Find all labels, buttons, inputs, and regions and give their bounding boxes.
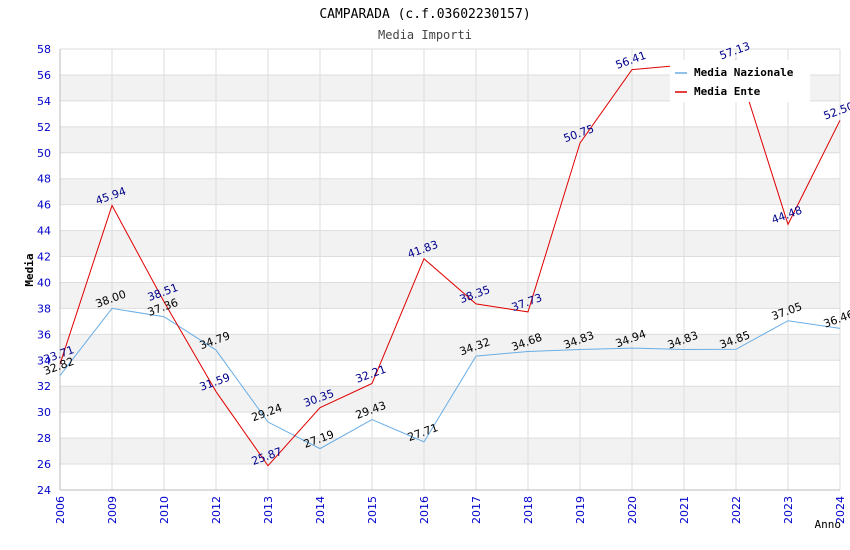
x-axis-title: Anno [815,518,842,531]
y-tick-label: 54 [37,95,51,108]
data-label: 57.13 [718,40,752,63]
x-tick-label: 2010 [158,496,171,524]
background-bands [60,74,840,465]
band [60,178,840,205]
y-tick-label: 40 [37,276,51,289]
y-tick-label: 50 [37,147,51,160]
y-tick-label: 36 [37,328,51,341]
y-tick-label: 46 [37,199,51,212]
y-tick-label: 56 [37,69,51,82]
x-tick-label: 2017 [470,496,483,524]
x-tick-label: 2012 [210,496,223,524]
axes [59,49,840,491]
y-tick-label: 48 [37,173,51,186]
band [60,230,840,257]
data-label: 52.50 [822,100,850,123]
x-tick-label: 2013 [262,496,275,524]
y-tick-label: 28 [37,432,51,445]
x-tick-label: 2015 [366,496,379,524]
grid-lines [59,48,841,491]
legend-label-media-ente: Media Ente [694,85,761,98]
x-tick-label: 2016 [418,496,431,524]
x-tick-label: 2018 [522,496,535,524]
y-tick-label: 38 [37,302,51,315]
x-tick-label: 2024 [834,496,847,524]
y-tick-label: 26 [37,458,51,471]
legend: Media Nazionale Media Ente [670,60,810,102]
x-tick-label: 2014 [314,496,327,524]
y-tick-label: 42 [37,251,51,264]
chart-title: CAMPARADA (c.f.03602230157) [319,7,530,22]
y-tick-label: 58 [37,43,51,56]
y-tick-label: 44 [37,225,51,238]
chart-subtitle: Media Importi [378,28,472,42]
x-tick-label: 2021 [678,496,691,524]
x-tick-labels: 2006 2009 2010 2012 2013 2014 2015 2016 2017 2018… [54,496,847,524]
legend-box [670,60,810,102]
band [60,438,840,465]
y-tick-label: 32 [37,380,51,393]
series-line-media-nazionale [59,307,841,450]
x-tick-label: 2006 [54,496,67,524]
y-axis-title: Media [23,253,36,286]
x-tick-label: 2020 [626,496,639,524]
y-tick-label: 30 [37,406,51,419]
y-tick-label: 52 [37,121,51,134]
y-tick-labels: 24 26 28 30 32 34 36 38 40 42 44 46 48 50 52 54 56 58 [37,43,51,497]
data-label: 32.21 [354,363,388,386]
x-tick-label: 2009 [106,496,119,524]
y-tick-label: 34 [37,354,51,367]
band [60,282,840,309]
legend-label-media-nazionale: Media Nazionale [694,66,794,79]
x-tick-label: 2019 [574,496,587,524]
x-tick-label: 2022 [730,496,743,524]
y-tick-label: 24 [37,484,51,497]
data-label: 36.46 [822,308,850,331]
x-tick-label: 2023 [782,496,795,524]
data-label: 44.48 [770,204,804,227]
band [60,126,840,153]
